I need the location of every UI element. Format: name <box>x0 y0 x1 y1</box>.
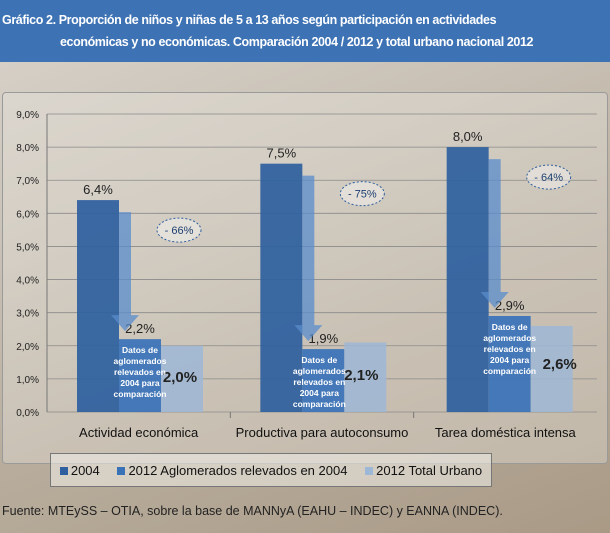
bar-note: aglomerados <box>114 356 167 366</box>
change-ellipse <box>156 217 202 243</box>
data-label: 2,6% <box>543 356 577 373</box>
data-label: 2,0% <box>163 369 197 386</box>
change-ellipse <box>339 181 385 207</box>
change-label: - 64% <box>534 172 563 184</box>
data-label: 6,4% <box>83 182 113 197</box>
bar <box>119 339 161 412</box>
change-ellipse <box>526 164 572 190</box>
bar-note: comparación <box>114 389 167 399</box>
legend-label: 2012 Aglomerados relevados en 2004 <box>128 462 348 478</box>
bar-note: Datos de <box>492 322 528 332</box>
bar-note: aglomerados <box>293 366 346 376</box>
bar-note: comparación <box>293 399 346 409</box>
bar-chart: 0,0% 1,0% 2,0% 3,0% 4,0% 5,0% 6,0% 7,0% 8,0% 9,0%… <box>16 110 597 440</box>
down-arrow-icon <box>480 159 509 308</box>
bar <box>302 349 345 412</box>
bar-note: comparación <box>483 366 536 376</box>
y-tick-label: 4,0% <box>16 276 39 287</box>
legend-swatch <box>59 467 68 476</box>
data-label: 2,2% <box>125 321 155 336</box>
legend-item-2004: 2004 <box>59 462 100 478</box>
y-tick-label: 5,0% <box>16 242 39 253</box>
bar-note: Datos de <box>301 355 337 365</box>
y-tick-label: 6,0% <box>16 209 39 220</box>
bar-note: relevados en <box>114 367 166 377</box>
legend-swatch <box>365 467 374 476</box>
data-label: 1,9% <box>309 331 339 346</box>
bar <box>530 325 573 412</box>
data-label: 2,9% <box>495 298 525 313</box>
source-note: Fuente: MTEySS – OTIA, sobre la base de … <box>2 504 503 518</box>
y-tick-label: 3,0% <box>16 309 39 320</box>
bar-note: relevados en <box>484 344 536 354</box>
title-line-1: Gráfico 2. Proporción de niños y niñas d… <box>2 13 497 27</box>
legend-item-2012-aglomerados: 2012 Aglomerados relevados en 2004 <box>117 463 347 478</box>
legend-label: 2012 Total Urbano <box>376 462 483 478</box>
y-tick-label: 2,0% <box>16 342 39 353</box>
bar-note: aglomerados <box>483 333 536 343</box>
y-tick-label: 7,0% <box>16 176 39 187</box>
change-label: - 75% <box>348 189 377 201</box>
chart-area: 0,0% 1,0% 2,0% 3,0% 4,0% 5,0% 6,0% 7,0% 8,0% 9,0%… <box>2 92 608 464</box>
x-tick-label: Actividad económica <box>79 425 199 440</box>
y-tick-label: 1,0% <box>16 375 39 386</box>
bar <box>77 200 119 412</box>
bar-note: 2004 para <box>120 378 159 388</box>
bar <box>260 163 303 412</box>
bar-note: 2004 para <box>490 355 529 365</box>
bar-note: Datos de <box>122 345 158 355</box>
x-tick-label: Tarea doméstica intensa <box>435 425 577 440</box>
down-arrow-icon <box>111 212 139 332</box>
legend: 2004 2012 Aglomerados relevados en 2004 … <box>50 453 492 487</box>
bar-note: 2004 para <box>300 388 339 398</box>
bar <box>446 147 489 412</box>
chart-title: Gráfico 2. Proporción de niños y niñas d… <box>0 0 610 62</box>
y-tick-label: 9,0% <box>16 110 39 121</box>
bar <box>161 345 203 412</box>
data-label: 8,0% <box>453 129 483 144</box>
x-tick-label: Productiva para autoconsumo <box>236 425 409 440</box>
bar <box>344 342 387 412</box>
legend-label: 2004 <box>70 462 100 478</box>
title-line-2: económicas y no económicas. Comparación … <box>60 35 534 49</box>
down-arrow-icon <box>294 175 323 342</box>
data-label: 7,5% <box>267 146 297 161</box>
bar-note: relevados en <box>293 377 345 387</box>
legend-swatch <box>117 467 126 476</box>
y-tick-label: 0,0% <box>16 408 39 419</box>
bar <box>488 315 531 412</box>
data-label: 2,1% <box>344 367 378 384</box>
change-label: - 66% <box>165 225 194 237</box>
y-tick-label: 8,0% <box>16 143 39 154</box>
legend-item-2012-total: 2012 Total Urbano <box>365 463 482 478</box>
